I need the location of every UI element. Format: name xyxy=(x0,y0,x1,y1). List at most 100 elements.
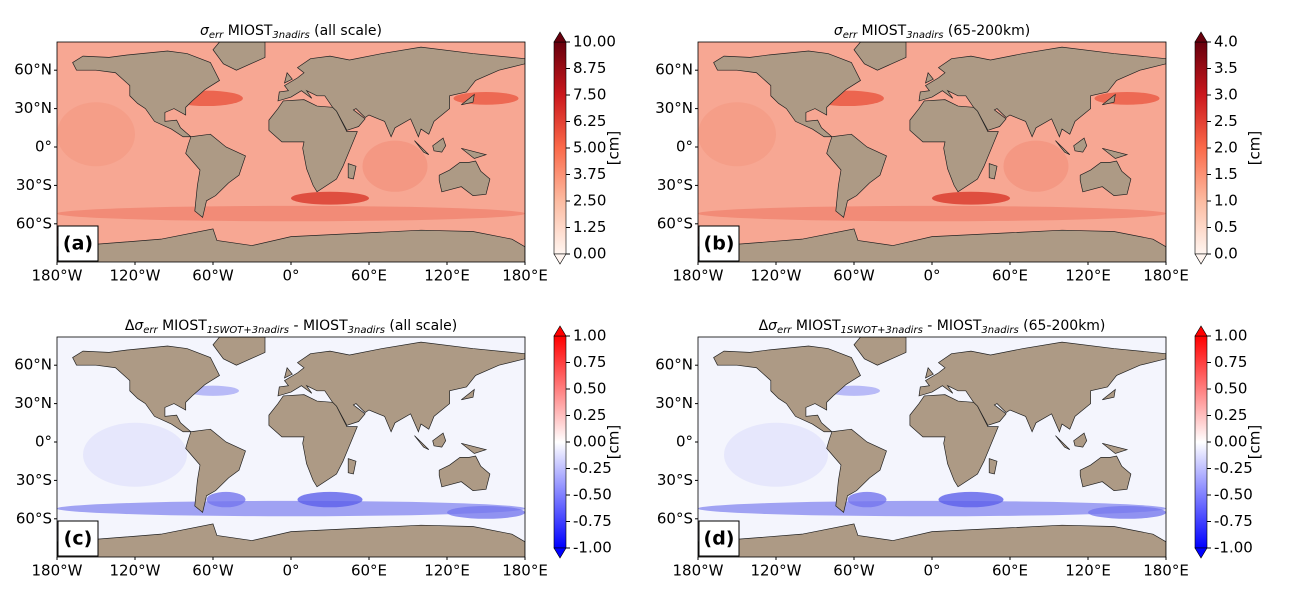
title-part: MIOST xyxy=(223,23,273,39)
land xyxy=(72,345,220,433)
title-part: - MIOST xyxy=(923,318,982,334)
ocean-pattern xyxy=(297,491,363,508)
ocean-pattern xyxy=(447,506,525,519)
colorbar-extend xyxy=(553,547,567,559)
land xyxy=(1073,137,1088,153)
lon-tick-label: 0° xyxy=(282,267,299,285)
lon-tick-label: 180°W xyxy=(673,562,724,580)
colorbar-tick-label: -1.00 xyxy=(573,539,612,557)
lat-tick-label: 30°S xyxy=(657,176,693,194)
ocean-pattern xyxy=(1088,506,1166,519)
colorbar-tick-label: 4.0 xyxy=(1214,33,1238,51)
colorbar-tick-label: -0.75 xyxy=(573,512,612,530)
colorbar-tick-label: 7.50 xyxy=(573,86,606,104)
land xyxy=(268,394,358,488)
land xyxy=(909,99,999,193)
colorbar-tick-label: -0.50 xyxy=(1214,486,1253,504)
land xyxy=(1073,432,1088,448)
lon-tick-label: 120°W xyxy=(751,562,802,580)
ocean-pattern xyxy=(1003,140,1069,192)
panel-label-box xyxy=(57,225,99,262)
lon-tick-label: 120°W xyxy=(110,562,161,580)
land xyxy=(57,228,525,262)
land xyxy=(1079,160,1132,197)
lon-tick-label: 0° xyxy=(282,562,299,580)
title-part: - MIOST xyxy=(289,318,348,334)
title-part: err xyxy=(209,30,224,41)
colorbar-tick-label: 3.5 xyxy=(1214,59,1238,77)
land xyxy=(185,428,246,514)
lon-tick-label: 180°W xyxy=(32,562,83,580)
land xyxy=(698,228,1166,262)
lon-tick-label: 180°W xyxy=(673,267,724,285)
lat-tick-label: 0° xyxy=(676,433,693,451)
colorbar-tick-label: 1.00 xyxy=(1214,327,1247,345)
lon-tick-label: 120°E xyxy=(1065,562,1111,580)
title-part: 1SWOT+3nadirs xyxy=(207,325,289,336)
panel-title: Δσerr MIOST1SWOT+3nadirs - MIOST3nadirs … xyxy=(125,318,457,336)
ocean-pattern xyxy=(57,500,525,517)
colorbar-tick-label: -0.50 xyxy=(573,486,612,504)
colorbar-tick-label: 3.75 xyxy=(573,165,606,183)
lon-tick-label: 120°W xyxy=(110,267,161,285)
colorbar-tick-label: 2.50 xyxy=(573,192,606,210)
colorbar-tick-label: 5.00 xyxy=(573,139,606,157)
lon-tick-label: 60°E xyxy=(351,267,387,285)
land xyxy=(826,428,887,514)
colorbar-tick-label: -0.75 xyxy=(1214,512,1253,530)
land xyxy=(988,163,998,180)
colorbar-extend xyxy=(553,325,567,337)
title-part: (all scale) xyxy=(310,23,382,39)
colorbar-tick-label: -1.00 xyxy=(1214,539,1253,557)
land xyxy=(713,345,861,433)
lat-tick-label: 60°N xyxy=(655,61,693,79)
colorbar-tick-label: 0.00 xyxy=(573,433,606,451)
ocean-pattern xyxy=(698,205,1166,222)
lon-tick-label: 0° xyxy=(923,267,940,285)
title-part: 3nadirs xyxy=(981,325,1018,336)
panel-label: (b) xyxy=(704,233,735,255)
title-part: err xyxy=(143,325,158,336)
ocean-pattern xyxy=(847,491,887,508)
lat-tick-label: 60°S xyxy=(657,214,693,232)
colorbar-extend xyxy=(1194,325,1208,337)
lon-tick-label: 60°W xyxy=(833,267,875,285)
land xyxy=(1055,435,1071,450)
lat-tick-label: 0° xyxy=(35,138,52,156)
colorbar-tick-label: 3.0 xyxy=(1214,86,1238,104)
colorbar-tick-label: 1.25 xyxy=(573,218,606,236)
colorbar-tick-label: 0.5 xyxy=(1214,218,1238,236)
lon-tick-label: 0° xyxy=(923,562,940,580)
land xyxy=(924,366,934,379)
colorbar-tick-label: 6.25 xyxy=(573,112,606,130)
lon-tick-label: 180°E xyxy=(502,562,548,580)
colorbar-tick-label: 1.5 xyxy=(1214,165,1238,183)
ocean-pattern xyxy=(724,422,828,487)
title-part: σ xyxy=(768,318,778,334)
lat-tick-label: 60°N xyxy=(14,61,52,79)
lat-tick-label: 30°S xyxy=(16,471,52,489)
title-part: (65-200km) xyxy=(1019,318,1106,334)
colorbar-tick-label: 0.50 xyxy=(1214,380,1247,398)
land xyxy=(924,71,934,84)
colorbar-tick-label: 0.00 xyxy=(1214,433,1247,451)
land xyxy=(698,523,1166,557)
land xyxy=(1102,147,1129,159)
lat-tick-label: 60°S xyxy=(657,509,693,527)
title-part: err xyxy=(777,325,792,336)
colorbar-tick-label: -0.25 xyxy=(1214,459,1253,477)
colorbar xyxy=(1194,335,1208,549)
title-part: 3nadirs xyxy=(272,30,309,41)
land xyxy=(414,140,430,155)
lon-tick-label: 120°W xyxy=(751,267,802,285)
panel: σerr MIOST3nadirs (all scale) (a) 60°N 30°N… xyxy=(14,23,622,285)
colorbar-label: [cm] xyxy=(1246,425,1264,460)
lon-tick-label: 60°W xyxy=(192,267,234,285)
land xyxy=(432,432,447,448)
title-part: (all scale) xyxy=(385,318,457,334)
colorbar-extend xyxy=(1194,31,1208,43)
lat-tick-label: 60°N xyxy=(14,356,52,374)
colorbar-tick-label: 0.50 xyxy=(573,380,606,398)
land xyxy=(1102,388,1116,401)
land xyxy=(185,133,246,219)
